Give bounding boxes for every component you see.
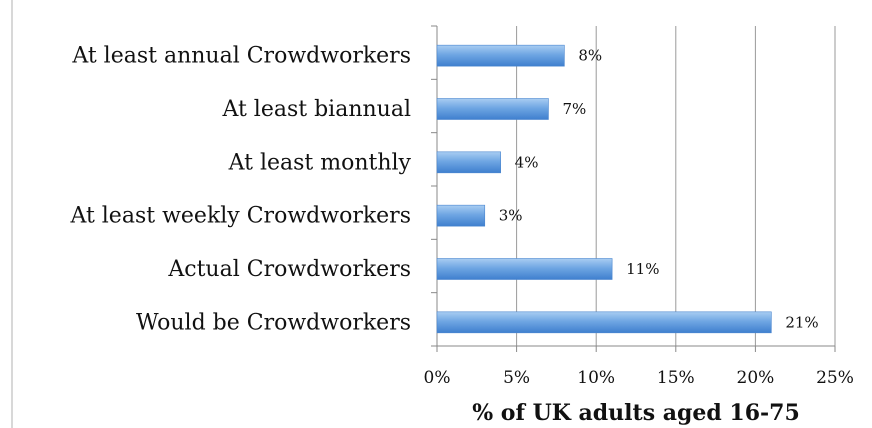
category-label: At least weekly Crowdworkers: [69, 204, 411, 229]
x-tick-label: 0%: [424, 368, 451, 388]
bar: [436, 98, 549, 120]
category-labels: At least annual Crowdworkers At least bia…: [69, 44, 411, 336]
category-label: Actual Crowdworkers: [167, 257, 411, 282]
data-label: 11%: [626, 260, 659, 278]
x-tick-label: 25%: [816, 368, 854, 388]
bar: [436, 204, 486, 227]
x-tick-label: 20%: [737, 368, 775, 388]
bar: [436, 44, 565, 67]
data-label: 4%: [515, 153, 539, 171]
category-label: Would be Crowdworkers: [136, 310, 411, 335]
x-axis-title: % of UK adults aged 16-75: [472, 400, 800, 426]
x-tick-label: 10%: [577, 368, 615, 388]
bars: [436, 44, 772, 334]
x-tick-label: 5%: [503, 368, 530, 388]
bar: [436, 258, 613, 280]
category-label: At least biannual: [221, 97, 411, 122]
bar: [436, 151, 501, 174]
category-label: At least monthly: [228, 150, 412, 175]
gridlines: [431, 25, 836, 352]
data-label: 8%: [578, 47, 602, 65]
data-label: 3%: [499, 207, 523, 225]
x-tick-labels: 0% 5% 10% 15% 20% 25%: [424, 368, 854, 388]
data-labels: 8% 7% 4% 3% 11% 21%: [499, 47, 819, 332]
data-label: 21%: [785, 313, 818, 331]
category-label: At least annual Crowdworkers: [71, 44, 411, 69]
x-tick-label: 15%: [657, 368, 695, 388]
data-label: 7%: [562, 100, 586, 118]
bar: [436, 311, 772, 334]
